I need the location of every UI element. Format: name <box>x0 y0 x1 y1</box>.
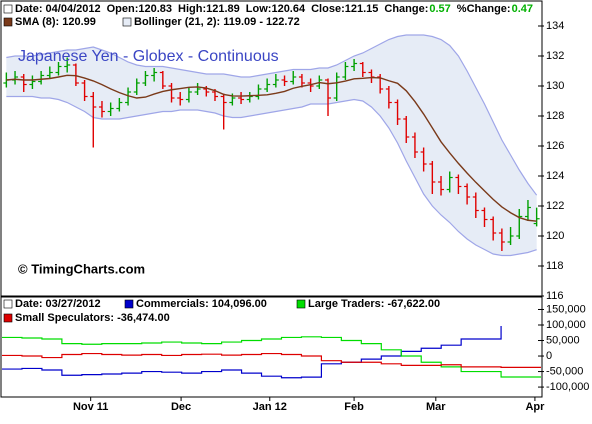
bollinger-fill <box>6 35 537 256</box>
x-tick-label: Feb <box>344 401 364 413</box>
y-tick-label: 116 <box>546 290 564 302</box>
info-close: Close:121.15 <box>311 3 378 15</box>
info-change: 0.57 <box>429 3 450 15</box>
y-tick-label: 128 <box>546 110 564 122</box>
bollinger-lower <box>6 95 537 257</box>
plot <box>2 34 541 379</box>
cot-line <box>2 352 541 368</box>
legend-swatch <box>3 299 13 309</box>
x-tick-label: Jan 12 <box>253 401 287 413</box>
y-tick-label: 120 <box>546 230 564 242</box>
y-tick-label: 0 <box>546 350 552 362</box>
y-tick-label: 118 <box>546 260 564 272</box>
legend-swatch <box>124 299 134 309</box>
cot-line <box>2 323 541 379</box>
legend-swatch <box>122 17 132 27</box>
watermark: © TimingCharts.com <box>18 261 145 276</box>
y-tick-label: 122 <box>546 200 564 212</box>
legend-swatch <box>3 313 13 323</box>
info-date: Date: 04/04/2012 <box>15 3 101 15</box>
legend-bg <box>2 2 541 29</box>
x-tick-label: Mar <box>426 401 446 413</box>
legend-bollinger: Bollinger (21, 2): 119.09 - 122.72 <box>134 16 300 28</box>
info-change_label: Change: <box>384 3 428 15</box>
y-tick-label: 124 <box>546 170 564 182</box>
info-high: High:121.89 <box>178 3 240 15</box>
y-tick-label: 134 <box>546 20 564 32</box>
y-tick-label: 126 <box>546 140 564 152</box>
legend-swatch <box>296 299 306 309</box>
legend-entry: Large Traders: -67,622.00 <box>308 298 440 310</box>
legend-bg <box>2 298 541 326</box>
overlay: Japanese Yen - Globex - Continuous © Tim… <box>2 2 589 413</box>
x-tick-label: Apr <box>525 401 545 413</box>
info-open: Open:120.83 <box>107 3 172 15</box>
legend-entry: Commercials: 104,096.00 <box>136 298 267 310</box>
chart-title: Japanese Yen - Globex - Continuous <box>18 48 279 65</box>
y-tick-label: 130 <box>546 80 564 92</box>
y-tick-label: 50,000 <box>546 334 580 346</box>
legend-swatch <box>3 4 13 14</box>
bollinger-upper <box>6 34 538 196</box>
cot-line <box>2 336 541 378</box>
legend-sma: SMA (8): 120.99 <box>15 16 96 28</box>
legend-swatch <box>3 17 13 27</box>
x-tick-label: Nov 11 <box>73 401 108 413</box>
y-tick-label: 150,000 <box>546 303 586 315</box>
x-tick-label: Dec <box>171 401 191 413</box>
info-low: Low:120.64 <box>246 3 306 15</box>
info-pct_change: 0.47 <box>512 3 533 15</box>
sma-line <box>6 74 537 222</box>
y-tick-label: -50,000 <box>546 365 583 377</box>
y-tick-label: 100,000 <box>546 319 586 331</box>
info-date: Date: 03/27/2012 <box>15 298 101 310</box>
legend-entry: Small Speculators: -36,474.00 <box>15 312 170 324</box>
info-pct_change_label: %Change: <box>457 3 511 15</box>
y-tick-label: 132 <box>546 50 564 62</box>
y-tick-label: -100,000 <box>546 381 589 393</box>
